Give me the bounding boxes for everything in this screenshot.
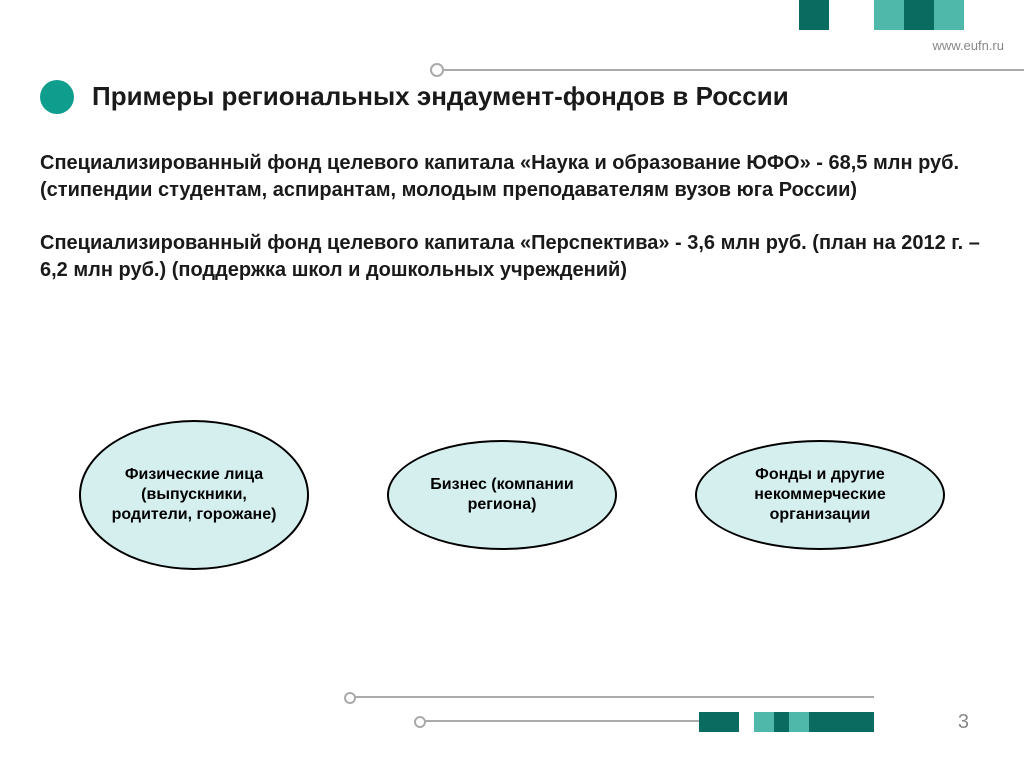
deco-block (699, 712, 739, 732)
deco-block (754, 712, 774, 732)
ellipse-2: Бизнес (компании региона) (387, 440, 617, 550)
deco-block (809, 712, 874, 732)
deco-block (829, 0, 874, 30)
body-text: Специализированный фонд целевого капитал… (40, 150, 984, 310)
title-row: Примеры региональных эндаумент-фондов в … (40, 80, 984, 114)
url-text: www.eufn.ru (932, 38, 1004, 53)
title-bullet-icon (40, 80, 74, 114)
page-number: 3 (958, 711, 969, 734)
bottom-rule-1 (350, 696, 874, 698)
bottom-rule-2-dot (414, 716, 426, 728)
deco-block (934, 0, 964, 30)
deco-block (799, 0, 829, 30)
deco-block (789, 712, 809, 732)
ellipses-row: Физические лица (выпускники, родители, г… (40, 420, 984, 570)
ellipse-3: Фонды и другие некоммерческие организаци… (695, 440, 945, 550)
page-title: Примеры региональных эндаумент-фондов в … (92, 81, 789, 112)
header-rule-dot (430, 63, 444, 77)
deco-block (739, 712, 754, 732)
deco-block (904, 0, 934, 30)
paragraph-1: Специализированный фонд целевого капитал… (40, 150, 984, 204)
top-color-blocks (799, 0, 964, 30)
deco-block (874, 0, 904, 30)
bottom-rule-1-dot (344, 692, 356, 704)
ellipse-1: Физические лица (выпускники, родители, г… (79, 420, 309, 570)
paragraph-2: Специализированный фонд целевого капитал… (40, 230, 984, 284)
header-rule-line (440, 69, 1024, 71)
deco-block (774, 712, 789, 732)
slide: www.eufn.ru Примеры региональных эндауме… (0, 0, 1024, 768)
bottom-color-blocks (699, 712, 874, 732)
